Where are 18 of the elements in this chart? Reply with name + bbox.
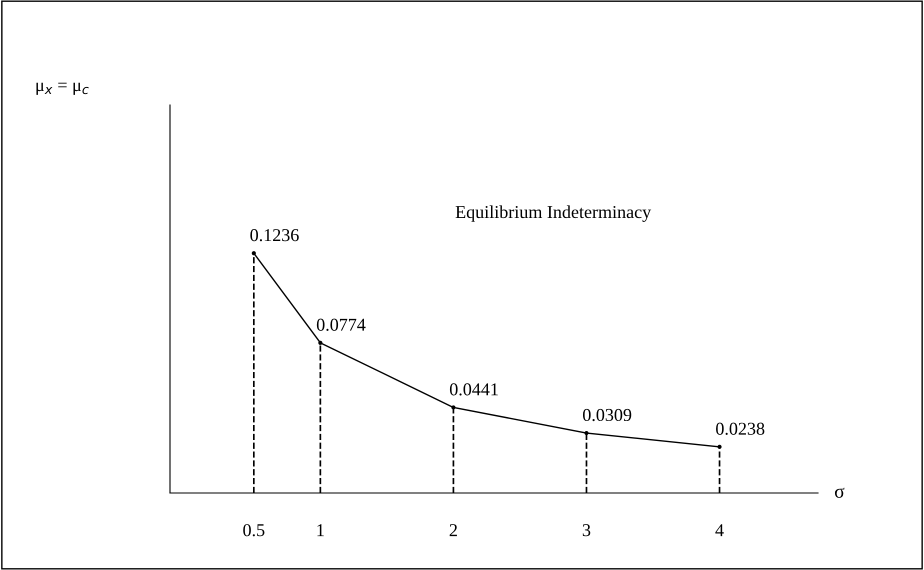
point bbox=[318, 340, 322, 345]
annotation: Equilibrium Indeterminacy bbox=[456, 205, 652, 222]
data-label: 0.0309 bbox=[583, 408, 632, 422]
data-label: 0.0441 bbox=[450, 383, 498, 396]
point bbox=[252, 251, 256, 256]
data-label: 0.1236 bbox=[250, 229, 299, 242]
point bbox=[451, 405, 456, 410]
x-tick-label: 2 bbox=[450, 524, 457, 536]
point bbox=[717, 444, 722, 449]
x-axis-title: σ bbox=[834, 488, 844, 498]
y-axis-title: μ$_{x}$ = μ$_{c}$ bbox=[36, 82, 89, 95]
x-tick-label: 3 bbox=[582, 524, 590, 536]
x-tick-label: 0.5 bbox=[243, 524, 264, 536]
point bbox=[584, 430, 589, 436]
data-label: 0.0238 bbox=[716, 422, 764, 435]
data-label: 0.0774 bbox=[316, 318, 366, 331]
x-tick-label: 1 bbox=[317, 524, 324, 536]
x-tick-label: 4 bbox=[715, 524, 724, 536]
